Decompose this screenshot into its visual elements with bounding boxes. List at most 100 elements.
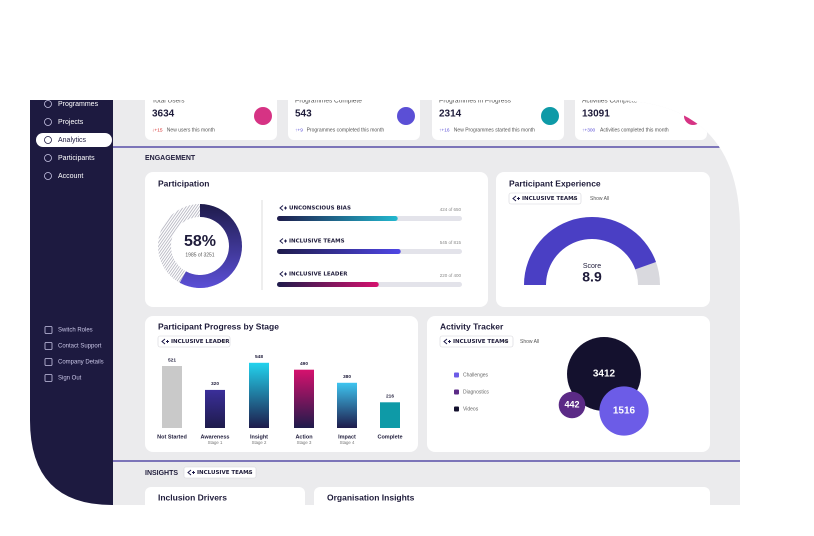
stage-bar [294, 369, 314, 428]
show-all[interactable]: Show All [590, 196, 609, 202]
bubble-label: 1516 [613, 406, 636, 417]
programme-name: INCLUSIVE TEAMS [289, 239, 345, 245]
nav-item[interactable]: Participants [58, 155, 95, 162]
legend-swatch [454, 389, 459, 395]
dropdown[interactable] [183, 466, 257, 479]
stage-bar [249, 362, 269, 428]
section-heading: ENGAGEMENT [145, 155, 196, 162]
bubble [558, 391, 586, 419]
stat-change: ↑+9 [295, 127, 303, 133]
nav-icon [44, 172, 52, 180]
stat-icon [254, 107, 272, 125]
card-title: Participant Progress by Stage [158, 321, 279, 331]
programme-name: UNCONSCIOUS BIAS [289, 206, 351, 212]
stage-name: Action [295, 434, 313, 440]
progress-fill [277, 282, 379, 287]
nav-item[interactable]: Projects [58, 119, 84, 126]
stat-note: New Programmes started this month [454, 127, 535, 133]
dropdown[interactable] [157, 335, 231, 348]
dropdown-logo [443, 338, 451, 345]
insight-card [145, 487, 305, 505]
nav-item[interactable]: Switch Roles [58, 328, 93, 334]
dropdown-logo [187, 469, 195, 476]
programme-logo [279, 271, 287, 277]
dropdown-label: INCLUSIVE TEAMS [453, 339, 509, 345]
stage-bar [337, 382, 357, 428]
donut-percent: 58% [184, 233, 216, 250]
active-pill [36, 133, 112, 147]
stage-number: Stage 3 [297, 440, 312, 445]
stat-value: 13091 [582, 109, 610, 120]
nav-icon [44, 154, 52, 162]
stage-name: Not Started [157, 434, 187, 440]
nav-icon [44, 136, 52, 144]
donut-caption: 1985 of 3251 [185, 252, 214, 258]
stat-label: Programmes Complete [295, 98, 362, 105]
stat-value: 2314 [439, 109, 462, 120]
bubble-label: 442 [564, 399, 579, 409]
nav-icon [44, 118, 52, 126]
stage-name: Insight [250, 434, 268, 440]
stat-card [288, 100, 420, 140]
stat-note: Activities completed this month [600, 127, 669, 133]
stat-label: Activities Complete [582, 98, 638, 105]
nav-icon [44, 326, 53, 334]
section-heading: INSIGHTS [145, 470, 178, 477]
programme-count: 220 of 400 [440, 273, 462, 278]
dropdown-label: INCLUSIVE TEAMS [197, 470, 253, 476]
stage-bar [205, 389, 225, 428]
show-all[interactable]: Show All [520, 339, 539, 345]
stat-value: 3634 [152, 109, 175, 120]
value-label: 548 [255, 354, 263, 360]
stat-icon [684, 107, 702, 125]
stage-number: Stage 2 [252, 440, 267, 445]
bubble-label: 3412 [593, 369, 616, 380]
programme-logo [279, 238, 287, 244]
programme-name: INCLUSIVE LEADER [289, 272, 348, 278]
value-label: 490 [300, 361, 308, 367]
value-label: 320 [211, 381, 219, 387]
nav-item[interactable]: Sign Out [58, 376, 82, 382]
nav-item[interactable]: Analytics [58, 137, 87, 144]
stat-change: ↑+300 [582, 127, 596, 133]
nav-item[interactable]: Account [58, 173, 83, 180]
dropdown-logo [512, 195, 520, 202]
screen: ENGAGEMENT INSIGHTS Participation Partic… [30, 98, 740, 505]
nav-icon [44, 358, 53, 366]
insight-card [314, 487, 710, 505]
sidebar [30, 100, 113, 505]
stat-change: ↓+15 [152, 127, 163, 133]
stat-card [145, 100, 277, 140]
nav-item[interactable]: Contact Support [58, 344, 102, 350]
nav-icon [44, 374, 53, 382]
card-title: Activity Tracker [440, 321, 504, 331]
stage-name: Impact [338, 434, 356, 440]
stage-bar [380, 402, 400, 428]
legend-label: Challenges [463, 372, 489, 378]
dropdown-caret [220, 340, 226, 343]
insight-title: Organisation Insights [327, 492, 415, 502]
stage-name: Complete [377, 434, 402, 440]
programme-count: 545 of 815 [440, 240, 462, 245]
dropdown[interactable] [439, 335, 514, 348]
legend-label: Videos [463, 406, 479, 412]
bubble [599, 386, 649, 436]
stat-icon [541, 107, 559, 125]
dropdown-caret [503, 340, 509, 343]
stat-value: 543 [295, 109, 312, 120]
donut-segment [179, 204, 242, 288]
progress-fill [277, 249, 401, 254]
nav-item[interactable]: Programmes [58, 101, 99, 108]
dropdown-logo [161, 338, 169, 345]
dropdown-label: INCLUSIVE LEADER [171, 339, 230, 345]
value-label: 216 [386, 394, 394, 400]
stage-name: Awareness [201, 434, 230, 440]
nav-item[interactable]: Company Details [58, 360, 104, 366]
dropdown[interactable] [508, 192, 582, 205]
gauge-score: 8.9 [582, 269, 602, 285]
card-title: Participant Experience [509, 178, 601, 188]
stat-note: New users this month [167, 127, 215, 133]
programme-count: 424 of 650 [440, 207, 462, 212]
stat-note: Programmes completed this month [307, 127, 385, 133]
